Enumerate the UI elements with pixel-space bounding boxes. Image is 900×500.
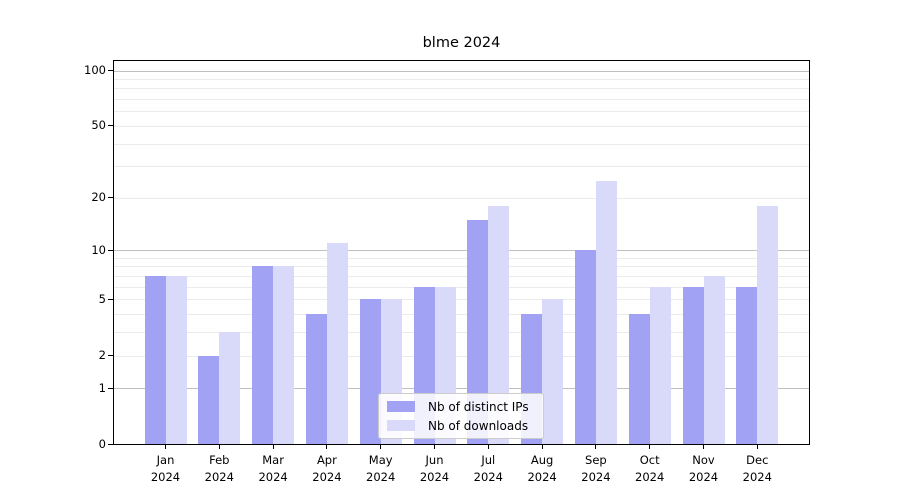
y-axis-tick	[108, 249, 113, 251]
x-axis-tick	[218, 445, 220, 449]
bar-distinct-ips	[144, 276, 166, 444]
y-tick-label: 2	[98, 348, 106, 362]
x-axis-tick	[164, 445, 167, 449]
x-tick-label: Nov 2024	[688, 453, 719, 485]
y-tick-label: 50	[91, 118, 106, 133]
x-axis-tick	[380, 445, 382, 449]
minor-gridline	[114, 355, 809, 357]
y-tick-label: 5	[98, 291, 106, 306]
x-tick-label: Mar 2024	[258, 453, 288, 485]
minor-gridline	[114, 125, 809, 127]
legend-row-downloads: Nb of downloads	[379, 419, 543, 433]
x-tick-label: Apr 2024	[312, 453, 342, 485]
bar-downloads	[165, 276, 187, 444]
minor-gridline	[114, 332, 809, 334]
y-axis-tick	[108, 69, 113, 72]
y-axis-tick	[108, 298, 113, 300]
bar-distinct-ips	[359, 299, 381, 444]
y-tick-label: 0	[98, 437, 106, 451]
x-tick-label: Jul 2024	[473, 453, 503, 485]
minor-gridline	[114, 78, 809, 80]
legend-row-distinct-ips: Nb of distinct IPs	[379, 400, 543, 414]
bar-distinct-ips	[574, 250, 596, 444]
major-gridline	[114, 250, 809, 252]
bar-downloads	[326, 243, 348, 444]
x-axis-tick	[326, 445, 328, 449]
y-tick-label: 10	[91, 242, 106, 257]
x-tick-label: Feb 2024	[204, 453, 234, 485]
x-tick-label: Sep 2024	[581, 453, 611, 485]
y-axis-tick	[108, 443, 113, 446]
minor-gridline	[114, 257, 809, 259]
minor-gridline	[114, 299, 809, 301]
bar-distinct-ips	[305, 314, 327, 444]
minor-gridline	[114, 314, 809, 316]
bar-downloads	[488, 205, 510, 444]
minor-gridline	[114, 99, 809, 101]
x-axis-tick	[541, 445, 543, 449]
bar-downloads	[542, 299, 564, 444]
minor-gridline	[114, 111, 809, 113]
bar-downloads	[595, 180, 617, 444]
y-axis-tick	[108, 387, 113, 389]
bar-distinct-ips	[628, 314, 650, 444]
y-tick-label: 20	[91, 190, 106, 205]
major-gridline	[114, 70, 809, 72]
x-axis-tick	[433, 445, 436, 449]
minor-gridline	[114, 143, 809, 145]
x-tick-label: Aug 2024	[527, 453, 557, 485]
y-tick-label: 100	[84, 63, 106, 77]
y-axis-tick	[108, 354, 113, 357]
x-axis-tick	[272, 445, 274, 449]
x-axis-tick	[702, 445, 705, 449]
bar-downloads	[703, 276, 725, 444]
y-axis-tick	[108, 125, 113, 127]
y-axis-tick	[108, 197, 113, 199]
legend-swatch-distinct-ips	[387, 401, 415, 412]
major-gridline	[114, 388, 809, 390]
x-axis-tick	[649, 445, 651, 449]
bar-downloads	[757, 205, 779, 444]
minor-gridline	[114, 166, 809, 168]
legend: Nb of distinct IPs Nb of downloads	[378, 393, 544, 439]
bar-downloads	[219, 332, 241, 444]
minor-gridline	[114, 266, 809, 268]
x-tick-label: Jan 2024	[150, 453, 181, 485]
bar-distinct-ips	[252, 266, 274, 444]
minor-gridline	[114, 88, 809, 90]
x-tick-label: Dec 2024	[742, 453, 772, 485]
y-tick-label: 1	[98, 380, 106, 395]
x-axis-tick	[756, 445, 758, 449]
legend-swatch-downloads	[387, 420, 415, 431]
bar-distinct-ips	[682, 286, 704, 444]
minor-gridline	[114, 286, 809, 288]
x-axis-tick	[487, 445, 489, 449]
chart-title: blme 2024	[422, 35, 501, 51]
bar-distinct-ips	[736, 286, 758, 444]
legend-label-downloads: Nb of downloads	[428, 418, 529, 433]
minor-gridline	[114, 197, 809, 199]
x-axis-tick	[595, 445, 597, 449]
bar-downloads	[649, 286, 671, 444]
x-tick-label: Oct 2024	[635, 453, 665, 485]
bar-downloads	[273, 266, 295, 444]
bar-distinct-ips	[467, 219, 489, 444]
legend-label-distinct-ips: Nb of distinct IPs	[428, 399, 529, 414]
bar-distinct-ips	[198, 355, 220, 444]
x-tick-label: May 2024	[366, 453, 396, 485]
minor-gridline	[114, 276, 809, 277]
x-tick-label: Jun 2024	[419, 453, 450, 485]
